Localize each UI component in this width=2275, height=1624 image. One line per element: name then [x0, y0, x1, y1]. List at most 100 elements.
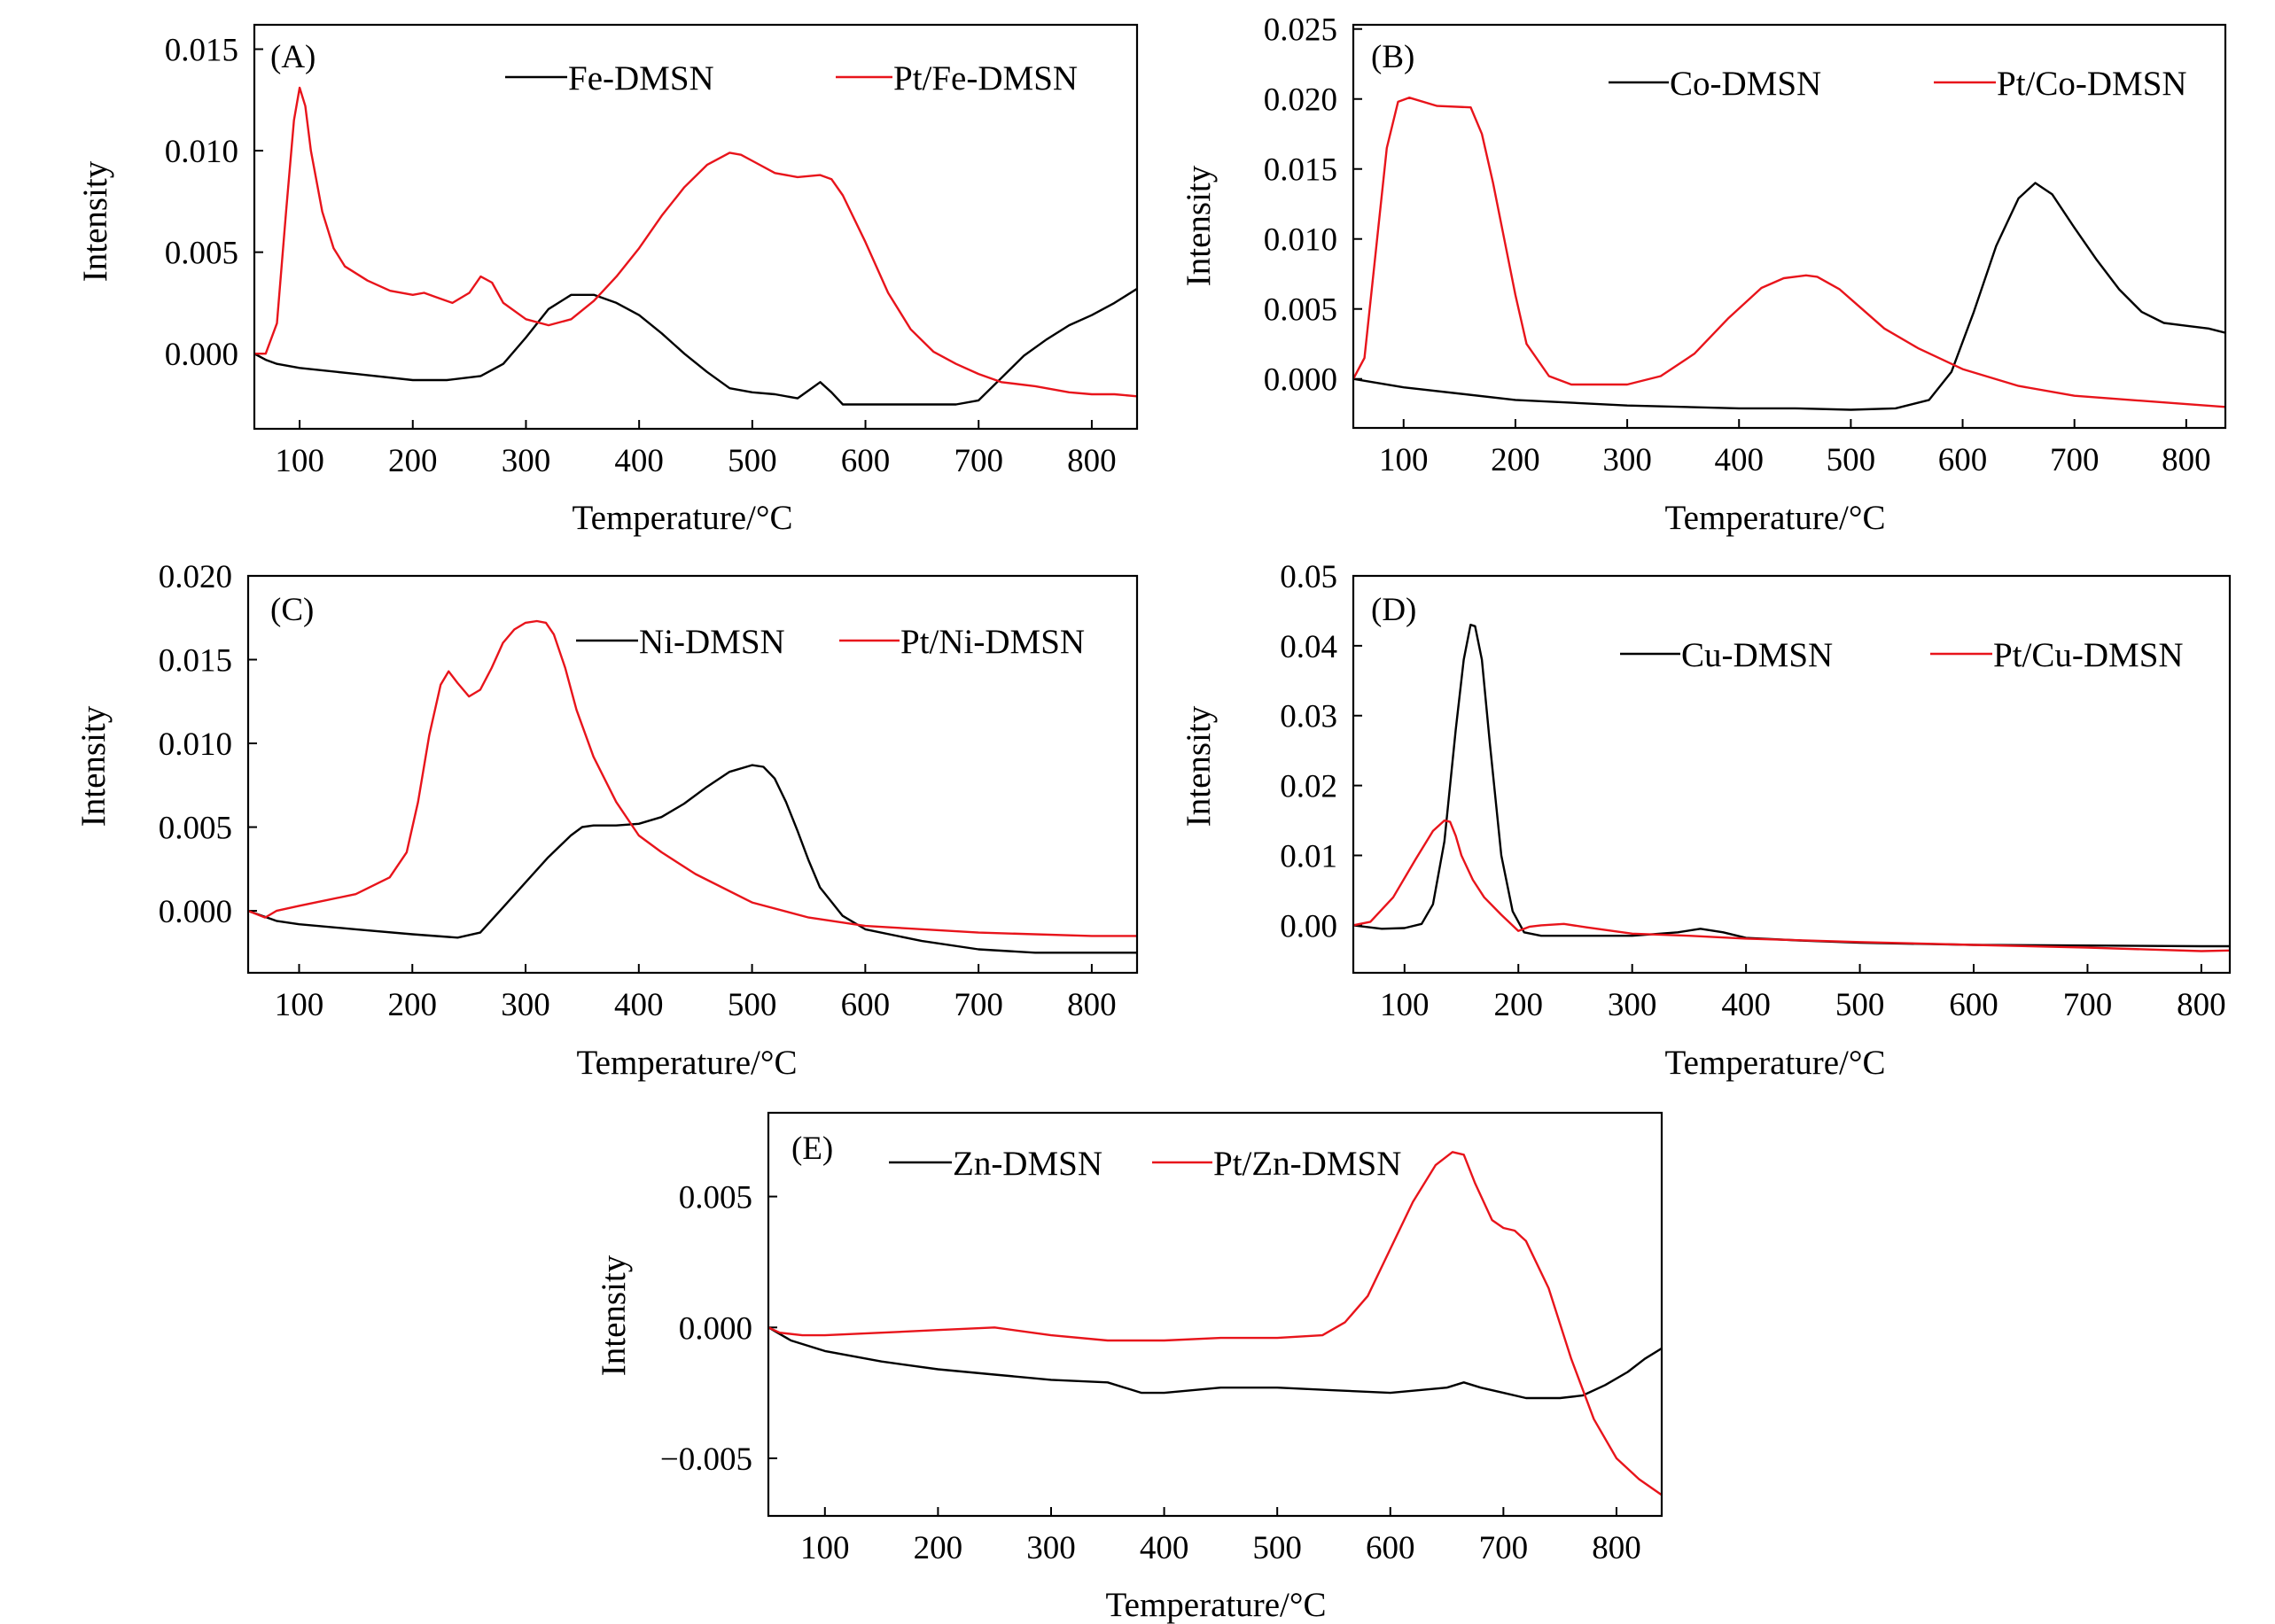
panel-c-x-tick-label: 700: [954, 987, 1003, 1023]
panel-e-y-tick-label: 0.005: [679, 1180, 752, 1216]
panel-d: 100 200 300 400 500 600 700 800 0.00 0.01 0.02 0.03…: [1180, 559, 2232, 1082]
panel-d-legend-label-1: Cu-DMSN: [1681, 636, 1833, 674]
panel-c-series-base-line: [248, 764, 1137, 954]
panel-b-x-tick-label: 800: [2162, 442, 2211, 478]
panel-d-x-tick-label: 200: [1493, 987, 1543, 1023]
panel-e-x-tick-label: 500: [1252, 1530, 1302, 1566]
panel-a-x-tick-label: 300: [502, 443, 551, 479]
panel-a-y-tick-label: 0.010: [165, 134, 238, 170]
panel-c-legend-label-1: Ni-DMSN: [639, 623, 785, 661]
panel-b-y-tick-label: 0.025: [1264, 12, 1337, 49]
panel-e-x-tick-label: 600: [1366, 1530, 1415, 1566]
panel-e-series-base-line: [768, 1326, 1662, 1400]
panel-b-series-base-line: [1353, 182, 2225, 411]
panel-b-label: (B): [1371, 39, 1414, 75]
panel-a-series-base-line: [254, 287, 1137, 406]
panel-d-x-tick-label: 400: [1721, 987, 1771, 1023]
panel-c-y-tick-label: 0.015: [159, 643, 232, 680]
panel-b-y-tick-label: 0.010: [1264, 222, 1337, 259]
panel-a-label: (A): [270, 39, 316, 75]
panel-d-label: (D): [1371, 592, 1416, 628]
panel-c-label: (C): [270, 592, 314, 628]
panel-c-y-tick-label: 0.005: [159, 811, 232, 847]
panel-a-x-tick-label: 200: [388, 443, 438, 479]
panel-e-legend-label-1: Zn-DMSN: [953, 1145, 1102, 1183]
panel-d-y-tick-label: 0.00: [1280, 908, 1337, 944]
panel-c-x-tick-label: 800: [1067, 987, 1117, 1023]
panel-b-legend-label-2: Pt/Co-DMSN: [1997, 65, 2187, 103]
panel-d-frame: [1352, 574, 2232, 975]
panel-d-y-tick-label: 0.01: [1280, 838, 1337, 874]
panel-a-frame: [253, 23, 1139, 431]
panel-a-y-tick-label: 0.000: [165, 337, 238, 373]
panel-c-series-pt-line: [248, 619, 1137, 937]
panel-b-x-tick-label: 400: [1714, 442, 1764, 478]
panel-b-x-axis-title: Temperature/°C: [1665, 499, 1886, 537]
panel-e-x-tick-label: 800: [1592, 1530, 1641, 1566]
panel-a-x-axis-title: Temperature/°C: [573, 499, 793, 537]
panel-a-legend-label-2: Pt/Fe-DMSN: [893, 59, 1078, 97]
panel-c-legend-label-2: Pt/Ni-DMSN: [900, 623, 1085, 661]
panel-c-y-axis-title: Intensity: [74, 705, 113, 827]
panel-e-y-tick-label: −0.005: [660, 1441, 752, 1478]
panel-a-x-tick-label: 700: [954, 443, 1003, 479]
panel-d-y-tick-label: 0.03: [1280, 699, 1337, 735]
panel-b: 100 200 300 400 500 600 700 800 0.000 0.005 0.010 0…: [1180, 12, 2227, 537]
panel-c: 100 200 300 400 500 600 700 800 0.000 0.005 0.010 0…: [74, 559, 1139, 1082]
panel-d-x-axis-title: Temperature/°C: [1665, 1044, 1886, 1082]
panel-e-x-tick-label: 100: [800, 1530, 850, 1566]
panel-d-x-tick-label: 300: [1608, 987, 1657, 1023]
panel-d-legend-label-2: Pt/Cu-DMSN: [1993, 636, 2184, 674]
panel-e-series-pt-line: [768, 1151, 1662, 1496]
panel-b-frame: [1352, 23, 2227, 430]
panel-a-x-tick-label: 400: [614, 443, 664, 479]
panel-c-x-tick-label: 100: [275, 987, 324, 1023]
panel-a-series-pt-line: [254, 86, 1137, 398]
panel-a-x-tick-label: 800: [1067, 443, 1117, 479]
panel-c-x-tick-label: 500: [728, 987, 777, 1023]
panel-d-series-pt-line: [1353, 819, 2230, 952]
panel-e-y-tick-label: 0.000: [679, 1310, 752, 1347]
panel-b-y-tick-label: 0.005: [1264, 292, 1337, 329]
panel-b-y-axis-title: Intensity: [1180, 165, 1218, 286]
panel-c-x-axis-title: Temperature/°C: [577, 1044, 798, 1082]
panel-b-x-tick-label: 700: [2050, 442, 2100, 478]
panel-c-plot-area: 100 200 300 400 500 600 700 800 0.000 0.005 0.010 0…: [159, 559, 1137, 1023]
panel-d-y-axis-title: Intensity: [1180, 705, 1218, 827]
panel-d-y-tick-label: 0.05: [1280, 559, 1337, 595]
panel-a-y-tick-label: 0.015: [165, 32, 238, 68]
panel-e-x-axis-title: Temperature/°C: [1106, 1586, 1327, 1624]
panel-e-x-tick-label: 200: [914, 1530, 963, 1566]
panel-e-x-tick-label: 300: [1026, 1530, 1076, 1566]
panel-b-plot-area: 100 200 300 400 500 600 700 800 0.000 0.005 0.010 0…: [1264, 12, 2225, 478]
panel-c-y-tick-label: 0.010: [159, 727, 232, 763]
panel-e-x-tick-label: 400: [1140, 1530, 1189, 1566]
panel-a-legend-label-1: Fe-DMSN: [568, 59, 714, 97]
panel-c-x-tick-label: 600: [841, 987, 891, 1023]
panel-b-legend-label-1: Co-DMSN: [1670, 65, 1821, 103]
panel-a-x-tick-label: 100: [275, 443, 324, 479]
panel-e-label: (E): [791, 1131, 833, 1167]
panel-d-x-tick-label: 100: [1380, 987, 1430, 1023]
panel-b-x-tick-label: 300: [1602, 442, 1652, 478]
panel-b-x-tick-label: 600: [1938, 442, 1988, 478]
panel-a-plot-area: 100 200 300 400 500 600 700 800 0.000 0.005 0.010 0…: [165, 32, 1137, 479]
panel-a-x-tick-label: 600: [841, 443, 891, 479]
panel-b-series-pt-line: [1353, 97, 2225, 408]
panel-e-x-tick-label: 700: [1479, 1530, 1529, 1566]
panel-c-frame: [246, 574, 1139, 975]
panel-a-x-tick-label: 500: [728, 443, 777, 479]
panel-c-x-tick-label: 300: [501, 987, 550, 1023]
panel-b-y-tick-label: 0.000: [1264, 362, 1337, 399]
panel-e-y-axis-title: Intensity: [595, 1255, 633, 1376]
panel-d-x-tick-label: 500: [1835, 987, 1885, 1023]
panel-b-x-tick-label: 200: [1491, 442, 1540, 478]
panel-a-y-tick-label: 0.005: [165, 236, 238, 272]
panel-e-plot-area: 100 200 300 400 500 600 700 800 −0.005 0.000 0.005: [660, 1151, 1662, 1566]
panel-b-y-tick-label: 0.020: [1264, 82, 1337, 119]
panel-c-x-tick-label: 200: [388, 987, 438, 1023]
panel-b-x-tick-label: 500: [1827, 442, 1876, 478]
panel-c-y-tick-label: 0.020: [159, 559, 232, 595]
panel-d-y-tick-label: 0.04: [1280, 629, 1337, 665]
